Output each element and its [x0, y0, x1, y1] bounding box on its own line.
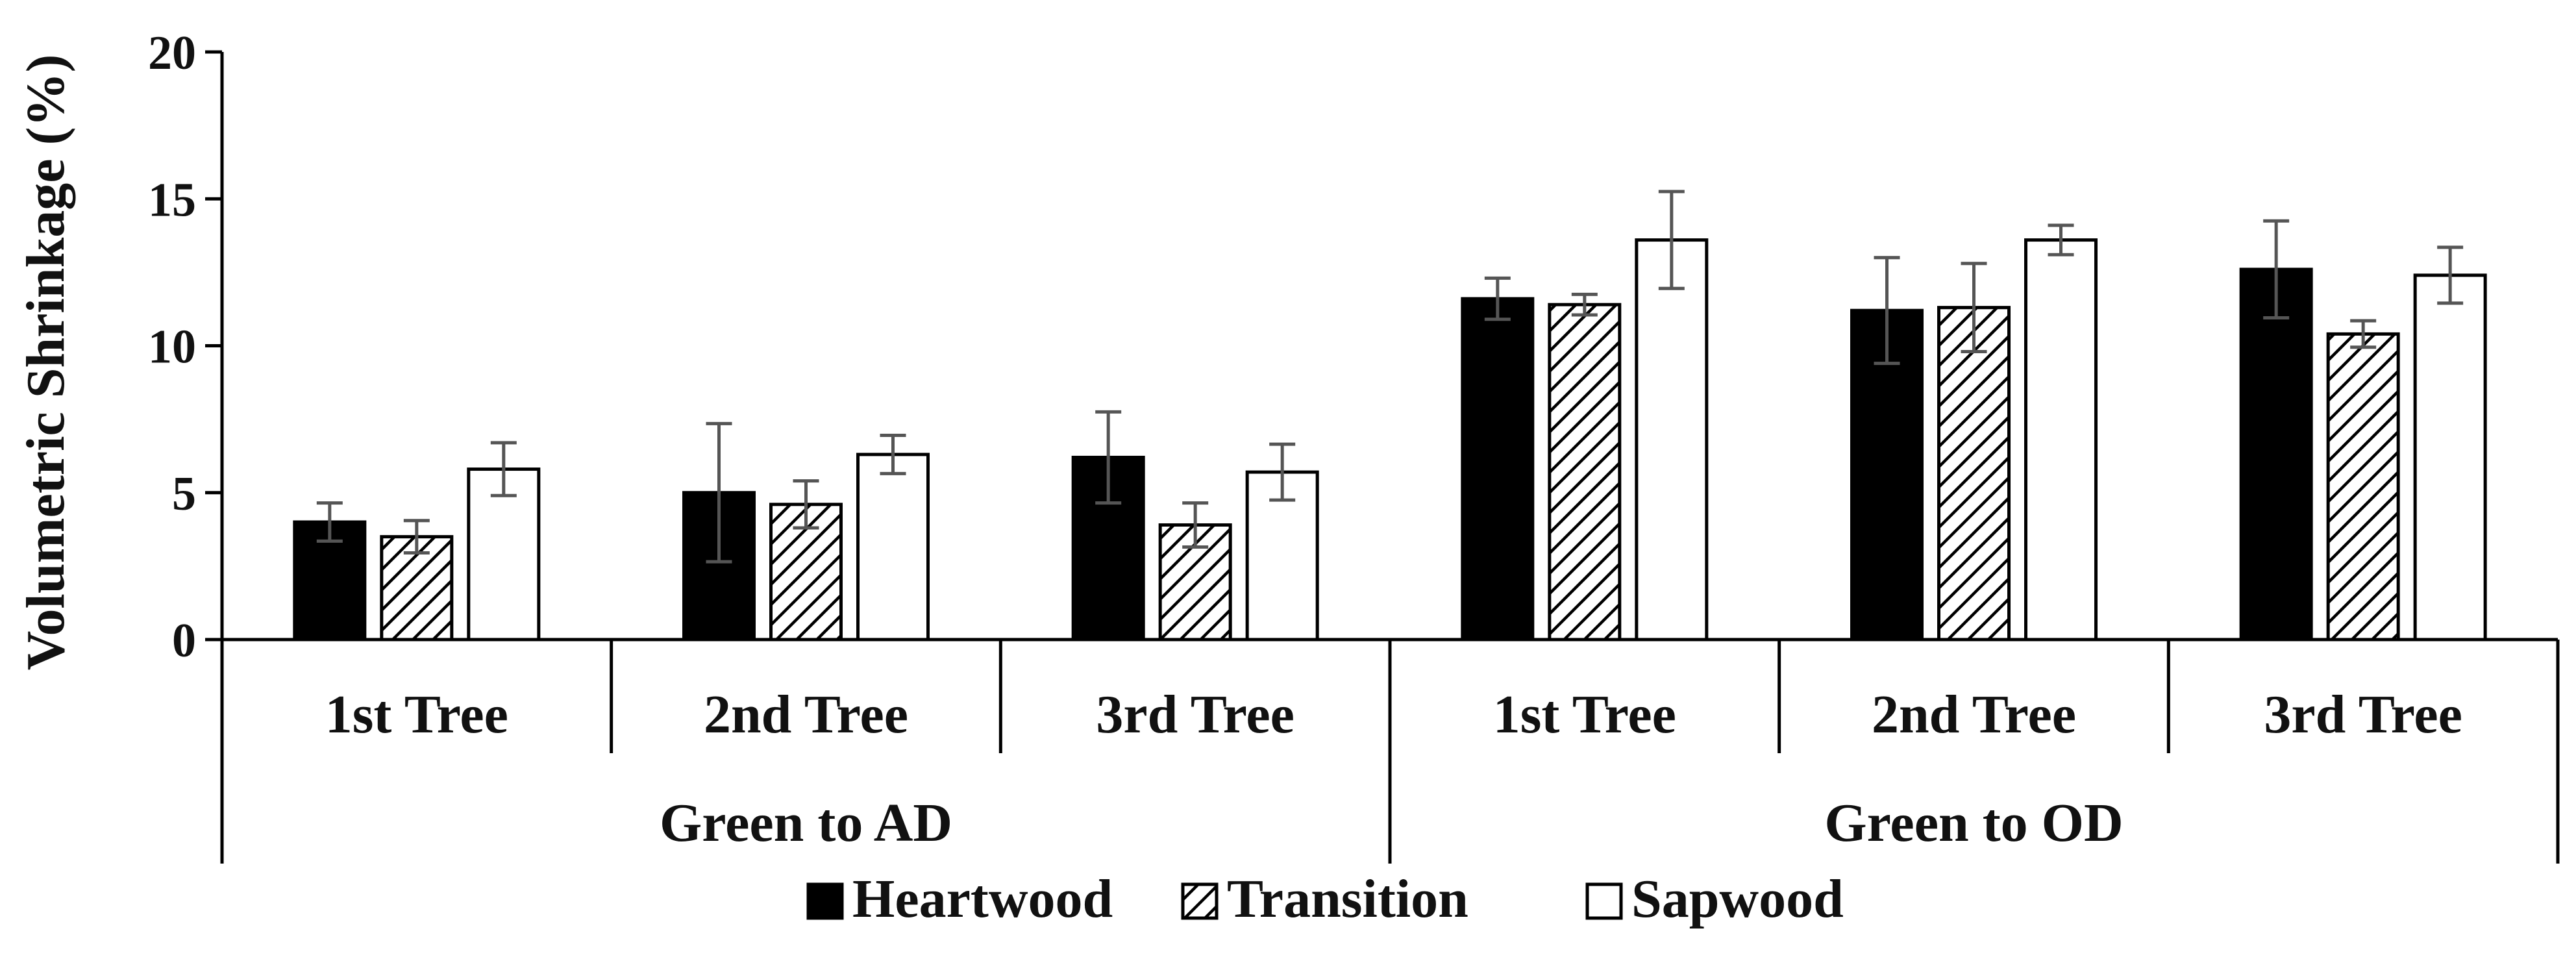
- y-tick-label: 10: [148, 321, 196, 374]
- y-tick-label: 0: [172, 614, 196, 667]
- category-label: 1st Tree: [325, 684, 508, 745]
- group-label: Green to OD: [1824, 793, 2123, 853]
- y-tick-label: 20: [148, 27, 196, 80]
- legend-swatch-transition: [1181, 882, 1219, 920]
- category-label: 2nd Tree: [1872, 684, 2076, 745]
- category-label: 3rd Tree: [2264, 684, 2462, 745]
- bar-heartwood: [1850, 308, 1924, 642]
- bar-sapwood: [2413, 273, 2487, 642]
- bar-heartwood: [1461, 297, 1535, 642]
- group-label: Green to AD: [660, 793, 952, 853]
- bar-sapwood: [1635, 238, 1709, 642]
- bar-sapwood: [467, 467, 541, 642]
- bar-sapwood: [2024, 238, 2098, 642]
- bar-transition: [2326, 332, 2400, 642]
- bar-transition: [1548, 303, 1622, 642]
- legend-swatch-sapwood: [1585, 882, 1623, 920]
- bar-transition: [1937, 306, 2011, 642]
- bar-heartwood: [293, 520, 367, 642]
- legend-swatch-heartwood: [806, 882, 844, 920]
- y-axis-title: Volumetric Shrinkage (%): [16, 55, 76, 671]
- bar-heartwood: [2239, 268, 2313, 642]
- category-label: 3rd Tree: [1096, 684, 1294, 745]
- legend-label: Transition: [1227, 869, 1468, 929]
- category-label: 1st Tree: [1493, 684, 1676, 745]
- bar-sapwood: [856, 453, 930, 642]
- legend-label: Sapwood: [1631, 869, 1844, 929]
- legend-label: Heartwood: [852, 869, 1113, 929]
- y-tick-label: 15: [148, 173, 196, 227]
- category-label: 2nd Tree: [704, 684, 908, 745]
- y-tick-label: 5: [172, 467, 196, 521]
